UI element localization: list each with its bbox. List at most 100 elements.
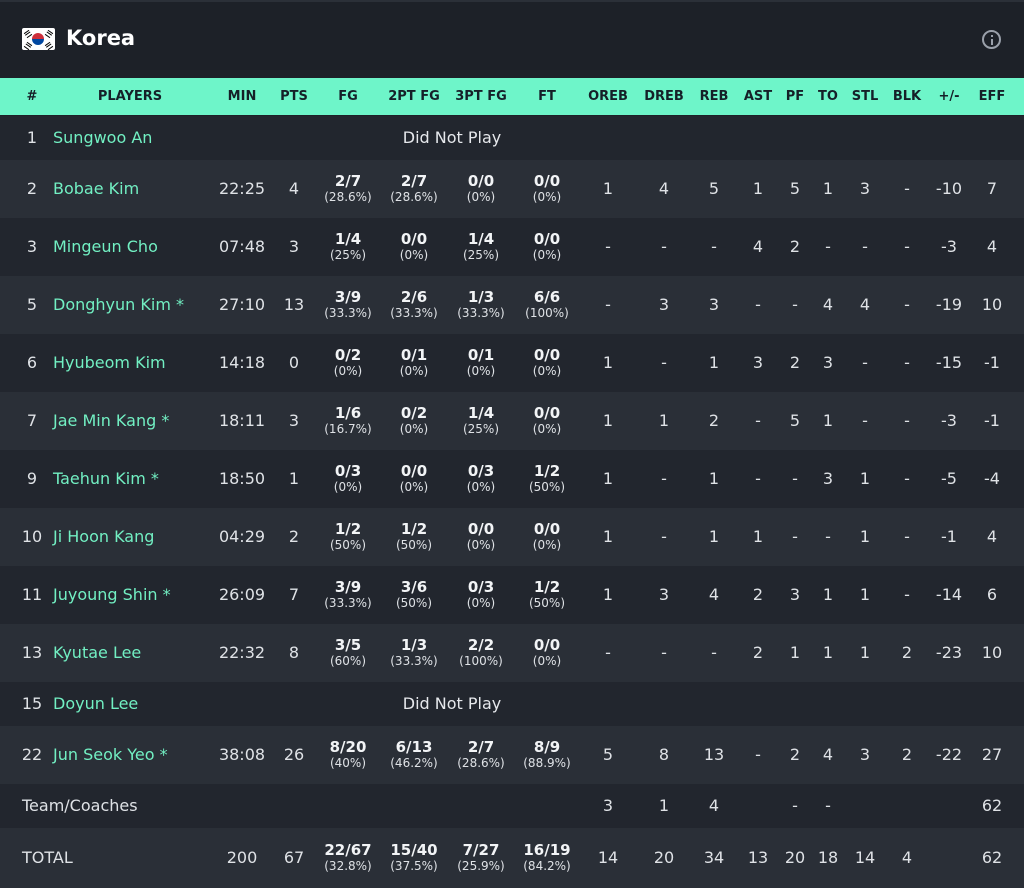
stat-blk: 2 bbox=[901, 745, 913, 764]
stat-fg: 0/3 (0%) bbox=[318, 463, 378, 495]
stat-oreb: 3 bbox=[602, 796, 614, 815]
col-players[interactable]: PLAYERS bbox=[97, 89, 163, 104]
player-name-link[interactable]: Mingeun Cho bbox=[53, 237, 158, 256]
stat-fg3-pct: (0%) bbox=[466, 480, 496, 494]
stat-fg3-pct: (33.3%) bbox=[457, 306, 505, 320]
stat-ft-made: 0/0 bbox=[533, 230, 561, 248]
stat-fg3-made: 2/7 bbox=[467, 738, 495, 756]
player-name-link[interactable]: Doyun Lee bbox=[53, 694, 139, 713]
stat-ft: 8/9 (88.9%) bbox=[516, 739, 578, 771]
player-name-link[interactable]: Hyubeom Kim bbox=[53, 353, 166, 372]
col-ast[interactable]: AST bbox=[743, 89, 773, 104]
stat-fg: 22/67 (32.8%) bbox=[318, 842, 378, 874]
stat-ft-pct: (84.2%) bbox=[523, 859, 571, 873]
col-min[interactable]: MIN bbox=[227, 89, 257, 104]
info-icon[interactable] bbox=[982, 30, 1001, 49]
stat-fg-made: 2/7 bbox=[334, 172, 362, 190]
stat-blk: - bbox=[904, 527, 910, 546]
stat-ft-made: 0/0 bbox=[533, 346, 561, 364]
stat-to: 4 bbox=[822, 295, 834, 314]
stat-reb: 13 bbox=[703, 745, 725, 764]
stat-fg3: 0/0 (0%) bbox=[450, 521, 512, 553]
stat-fg2-pct: (50%) bbox=[395, 596, 433, 610]
stat-pts: 67 bbox=[283, 848, 305, 867]
stat-ast: 4 bbox=[752, 237, 764, 256]
col-to[interactable]: TO bbox=[818, 89, 838, 104]
stat-ast: - bbox=[755, 745, 761, 764]
stat-fg-pct: (28.6%) bbox=[324, 190, 372, 204]
col-fg[interactable]: FG bbox=[338, 89, 358, 104]
stat-fg-pct: (0%) bbox=[333, 364, 363, 378]
stat-blk: - bbox=[904, 295, 910, 314]
stat-eff: 4 bbox=[986, 527, 998, 546]
col-3pt-fg[interactable]: 3PT FG bbox=[455, 89, 507, 104]
team-name: Korea bbox=[66, 26, 136, 50]
col-eff[interactable]: EFF bbox=[978, 89, 1006, 104]
stat-stl: 3 bbox=[859, 745, 871, 764]
stat-fg3: 2/2 (100%) bbox=[450, 637, 512, 669]
player-name-link[interactable]: Ji Hoon Kang bbox=[53, 527, 155, 546]
player-name-link[interactable]: Sungwoo An bbox=[53, 128, 153, 147]
stat-dreb: - bbox=[661, 237, 667, 256]
col-oreb[interactable]: OREB bbox=[588, 89, 628, 104]
stat-ast: 1 bbox=[752, 527, 764, 546]
stat-fg2-pct: (0%) bbox=[399, 248, 429, 262]
stat-fg2-made: 0/2 bbox=[400, 404, 428, 422]
col-dreb[interactable]: DREB bbox=[644, 89, 684, 104]
stat-pts: 7 bbox=[288, 585, 300, 604]
stat-stl: 1 bbox=[859, 585, 871, 604]
stat-fg-pct: (50%) bbox=[329, 538, 367, 552]
stat-to: - bbox=[825, 796, 831, 815]
stat-oreb: 1 bbox=[602, 585, 614, 604]
col-num[interactable]: # bbox=[26, 89, 38, 104]
player-number: 3 bbox=[26, 237, 38, 256]
stat-fg3: 1/3 (33.3%) bbox=[450, 289, 512, 321]
stat-fg3: 1/4 (25%) bbox=[450, 231, 512, 263]
col-stl[interactable]: STL bbox=[851, 89, 879, 104]
stat-ft: 0/0 (0%) bbox=[516, 173, 578, 205]
stat-fg3-pct: (0%) bbox=[466, 538, 496, 552]
south-korea-flag-icon bbox=[22, 28, 55, 50]
stat-fg2: 6/13 (46.2%) bbox=[382, 739, 446, 771]
stat-blk: - bbox=[904, 469, 910, 488]
player-name-link[interactable]: Kyutae Lee bbox=[53, 643, 142, 662]
stat-stl: - bbox=[862, 353, 868, 372]
stat-blk: - bbox=[904, 237, 910, 256]
player-name-link[interactable]: Jun Seok Yeo * bbox=[53, 745, 168, 764]
stat-fg3-pct: (25%) bbox=[462, 422, 500, 436]
stat-min: 07:48 bbox=[218, 237, 266, 256]
stat-fg2-pct: (46.2%) bbox=[390, 756, 438, 770]
stat-blk: 4 bbox=[901, 848, 913, 867]
stat-min: 200 bbox=[226, 848, 258, 867]
col-pts[interactable]: PTS bbox=[280, 89, 308, 104]
stat-oreb: 14 bbox=[597, 848, 619, 867]
stat-ast: - bbox=[755, 469, 761, 488]
col-blk[interactable]: BLK bbox=[892, 89, 922, 104]
player-name-link[interactable]: Jae Min Kang * bbox=[53, 411, 170, 430]
col-plus-minus[interactable]: +/- bbox=[938, 89, 960, 104]
stat-fg3-pct: (25.9%) bbox=[457, 859, 505, 873]
stat-reb: 1 bbox=[708, 469, 720, 488]
col-2pt-fg[interactable]: 2PT FG bbox=[388, 89, 440, 104]
col-ft[interactable]: FT bbox=[538, 89, 556, 104]
stat-pm: -15 bbox=[935, 353, 963, 372]
stat-ft: 0/0 (0%) bbox=[516, 347, 578, 379]
stat-pm: -5 bbox=[941, 469, 957, 488]
stat-eff: 62 bbox=[981, 848, 1003, 867]
col-pf[interactable]: PF bbox=[785, 89, 805, 104]
stat-oreb: - bbox=[605, 295, 611, 314]
player-name-link[interactable]: Donghyun Kim * bbox=[53, 295, 184, 314]
stat-to: - bbox=[825, 237, 831, 256]
player-name-link[interactable]: Bobae Kim bbox=[53, 179, 140, 198]
stat-ft-pct: (0%) bbox=[532, 654, 562, 668]
stat-ast: - bbox=[755, 295, 761, 314]
player-name-link[interactable]: Juyoung Shin * bbox=[53, 585, 171, 604]
stat-fg: 1/2 (50%) bbox=[318, 521, 378, 553]
stat-oreb: 1 bbox=[602, 411, 614, 430]
col-reb[interactable]: REB bbox=[699, 89, 729, 104]
player-name-link[interactable]: Taehun Kim * bbox=[53, 469, 159, 488]
stat-fg3: 0/0 (0%) bbox=[450, 173, 512, 205]
stat-fg3-pct: (25%) bbox=[462, 248, 500, 262]
stat-eff: -1 bbox=[984, 411, 1000, 430]
